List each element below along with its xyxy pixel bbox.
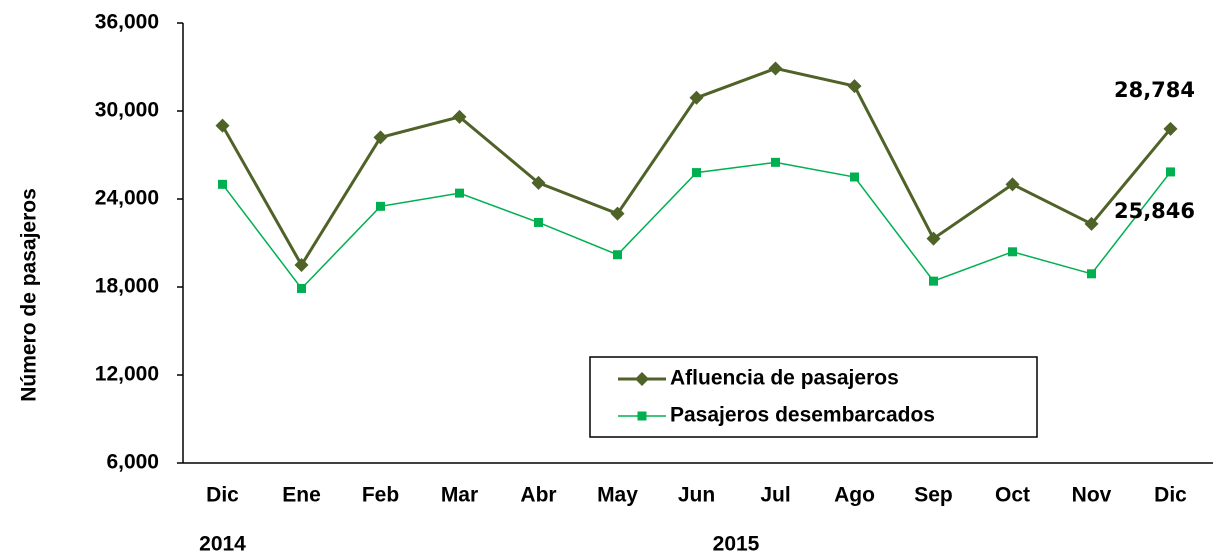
y-axis-title: Número de pasajeros [18, 188, 41, 402]
square-marker [771, 157, 780, 167]
x-tick-label: Dic [206, 484, 239, 507]
diamond-marker [610, 206, 625, 221]
year-label: 2014 [199, 533, 246, 556]
x-tick-label: May [597, 484, 638, 507]
diamond-marker [215, 118, 230, 133]
square-marker [692, 168, 701, 178]
y-tick-label: 24,000 [95, 187, 159, 210]
diamond-marker [1005, 177, 1020, 192]
x-tick-label: Jul [760, 484, 790, 507]
data-label: 25,846 [1114, 199, 1195, 223]
square-marker [297, 283, 306, 293]
x-tick-label: Sep [914, 484, 953, 507]
diamond-marker [531, 175, 546, 190]
square-marker [1087, 269, 1096, 279]
square-marker [1008, 247, 1017, 257]
series-line [221, 161, 1172, 290]
square-marker [376, 201, 385, 211]
square-marker [218, 179, 227, 189]
y-tick-label: 6,000 [106, 451, 159, 474]
square-marker [637, 411, 647, 421]
x-tick-label: Jun [678, 484, 715, 507]
y-tick-label: 36,000 [95, 11, 159, 34]
y-tick-label: 12,000 [95, 363, 159, 386]
x-tick-label: Ago [834, 484, 875, 507]
square-marker [850, 172, 859, 182]
diamond-marker [768, 61, 783, 76]
legend-box [589, 356, 1038, 438]
legend-label: Pasajeros desembarcados [670, 404, 935, 427]
diamond-marker [1163, 121, 1178, 136]
diamond-marker [847, 79, 862, 94]
data-label: 28,784 [1114, 78, 1195, 102]
diamond-marker [452, 109, 467, 124]
y-tick-label: 30,000 [95, 99, 159, 122]
diamond-marker [1084, 216, 1099, 231]
diamond-marker [635, 372, 649, 386]
x-tick-label: Abr [520, 484, 556, 507]
x-tick-label: Ene [282, 484, 321, 507]
diamond-marker [373, 130, 388, 145]
square-marker [613, 250, 622, 260]
square-marker [1166, 167, 1175, 177]
year-label: 2015 [713, 533, 760, 556]
square-marker [929, 276, 938, 286]
y-tick-label: 18,000 [95, 275, 159, 298]
x-tick-label: Oct [995, 484, 1030, 507]
diamond-marker [294, 258, 309, 272]
diamond-marker [689, 90, 704, 105]
legend-label: Afluencia de pasajeros [670, 367, 899, 390]
diamond-marker [926, 231, 941, 246]
x-tick-label: Feb [362, 484, 399, 507]
square-marker [534, 217, 543, 227]
x-tick-label: Mar [441, 484, 478, 507]
x-tick-label: Nov [1072, 484, 1112, 507]
x-tick-label: Dic [1154, 484, 1187, 507]
square-marker [455, 188, 464, 198]
